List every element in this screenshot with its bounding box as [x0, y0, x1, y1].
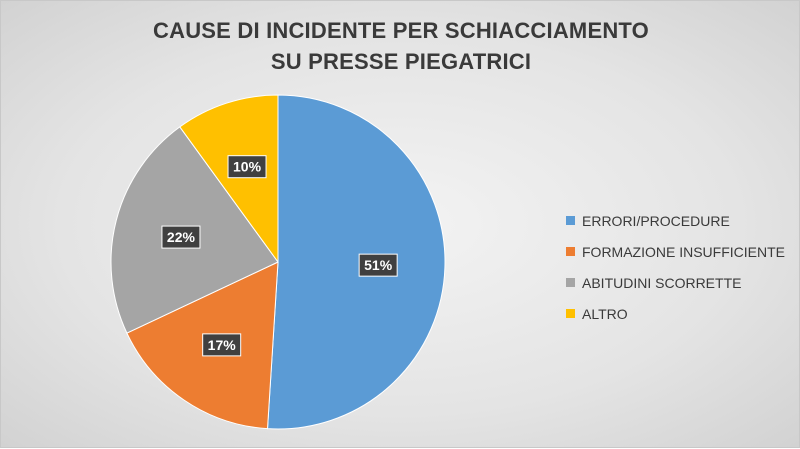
data-label-text: 17% — [208, 337, 237, 353]
legend-item-errori-procedure: ERRORI/PROCEDURE — [566, 205, 785, 236]
legend-label: FORMAZIONE INSUFFICIENTE — [582, 243, 785, 260]
data-label-box — [227, 155, 267, 179]
pie-slice-altro — [179, 94, 279, 264]
chart-title: CAUSE DI INCIDENTE PER SCHIACCIAMENTO SU… — [1, 15, 800, 77]
data-label-text: 22% — [167, 229, 196, 245]
data-label-formazione-insufficiente: 17% — [202, 333, 242, 357]
legend-item-altro: ALTRO — [566, 298, 785, 329]
chart-title-line-2: SU PRESSE PIEGATRICI — [270, 49, 532, 74]
data-label-abitudini-scorrette: 22% — [161, 225, 201, 249]
legend-swatch — [566, 278, 575, 287]
pie-slice-errori-procedure — [266, 94, 446, 430]
legend-label: ABITUDINI SCORRETTE — [582, 274, 742, 291]
data-label-box — [161, 225, 201, 249]
data-label-altro: 10% — [227, 155, 267, 179]
legend-item-abitudini-scorrette: ABITUDINI SCORRETTE — [566, 267, 785, 298]
legend-label: ALTRO — [582, 305, 628, 322]
data-label-errori-procedure: 51% — [358, 253, 398, 277]
legend-swatch — [566, 309, 575, 318]
legend-item-formazione-insufficiente: FORMAZIONE INSUFFICIENTE — [566, 236, 785, 267]
chart-title-line-1: CAUSE DI INCIDENTE PER SCHIACCIAMENTO — [153, 18, 649, 43]
legend-swatch — [566, 216, 575, 225]
data-label-text: 51% — [364, 257, 393, 273]
legend-label: ERRORI/PROCEDURE — [582, 212, 730, 229]
legend-swatch — [566, 247, 575, 256]
data-label-box — [358, 253, 398, 277]
legend: ERRORI/PROCEDURE FORMAZIONE INSUFFICIENT… — [566, 205, 785, 329]
data-label-text: 10% — [233, 159, 262, 175]
data-label-box — [202, 333, 242, 357]
